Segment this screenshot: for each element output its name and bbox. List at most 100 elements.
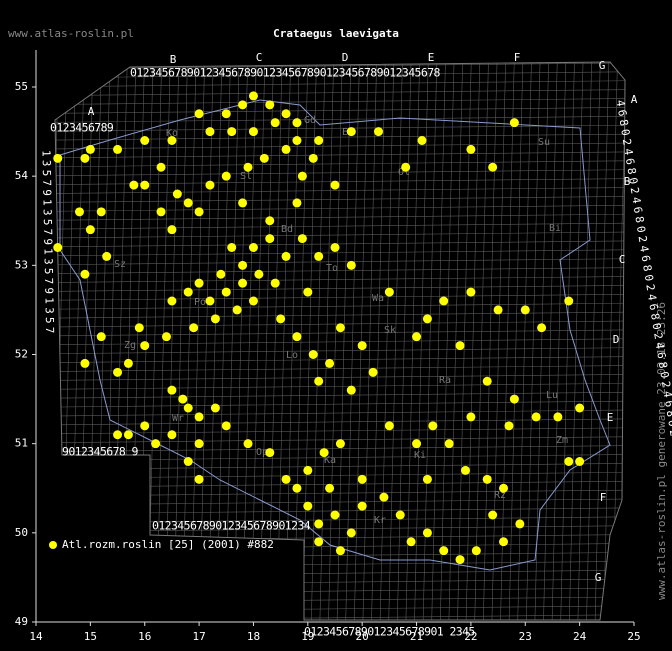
record-dot — [167, 385, 177, 395]
grid-line — [55, 578, 625, 586]
grid-line — [362, 62, 378, 620]
record-dot — [221, 109, 231, 119]
record-dot — [216, 269, 226, 279]
grid-line — [55, 516, 625, 524]
grid-row: 0123456789 — [50, 121, 114, 135]
grid-line — [55, 276, 625, 283]
record-dot — [319, 448, 329, 458]
grid-line — [55, 427, 625, 435]
grid-line — [594, 62, 610, 620]
record-dot — [460, 465, 470, 475]
grid-line — [55, 231, 625, 239]
record-dot — [265, 234, 275, 244]
record-dot — [482, 376, 492, 386]
grid-line — [55, 365, 625, 372]
record-dot — [281, 251, 291, 261]
grid-row: 0123456789012345678901 2345 — [304, 625, 475, 639]
record-dot — [113, 144, 123, 154]
record-dot — [379, 492, 389, 502]
grid-line — [55, 294, 625, 301]
record-dot — [194, 109, 204, 119]
city-label: Op — [256, 447, 268, 458]
record-dot — [346, 385, 356, 395]
record-dot — [156, 162, 166, 172]
x-tick-label: 16 — [138, 630, 151, 643]
x-tick-label: 18 — [247, 630, 260, 643]
grid-letter-right: B — [624, 175, 631, 188]
record-dot — [167, 225, 177, 235]
record-dot — [455, 341, 465, 351]
record-dot — [167, 136, 177, 145]
record-dot — [210, 314, 220, 324]
grid-line — [55, 356, 625, 363]
record-dot — [314, 251, 324, 261]
grid-line — [55, 124, 625, 132]
y-tick-label: 50 — [15, 526, 28, 539]
grid-row: 0123456789012345678901234 — [152, 519, 311, 533]
record-dot — [466, 412, 476, 422]
record-dot — [265, 100, 275, 110]
grid-letter-right: E — [607, 411, 614, 424]
record-dot — [232, 305, 242, 315]
grid-line — [405, 62, 421, 620]
grid-line — [55, 338, 625, 346]
grid-line — [55, 569, 625, 577]
record-dot — [509, 394, 519, 404]
grid-line — [457, 62, 472, 620]
grid-column: 1357913579135791357 — [40, 150, 57, 337]
record-dot — [346, 260, 356, 270]
grid-letter-right: C — [619, 253, 626, 266]
record-dot — [194, 439, 204, 449]
grid-line — [285, 62, 300, 620]
record-dot — [531, 412, 541, 422]
grid-line — [55, 400, 625, 408]
record-dot — [466, 144, 476, 154]
footer: www.atlas-roslin.pl generowane 23.02.18 … — [655, 302, 668, 600]
city-label: Rz — [494, 490, 506, 501]
grid-line — [259, 62, 274, 620]
grid-line — [55, 222, 625, 230]
record-dot — [422, 474, 432, 484]
grid-line — [55, 561, 625, 568]
grid-line — [55, 160, 625, 168]
grid-letter: F — [514, 51, 521, 64]
record-dot — [140, 421, 150, 431]
record-dot — [412, 439, 422, 449]
grid-row: 0123456789012345678901234567890123456789… — [130, 66, 441, 80]
grid-line — [55, 107, 625, 114]
grid-line — [55, 463, 625, 470]
grid-line — [55, 80, 625, 87]
grid-line — [242, 62, 257, 620]
record-dot — [85, 144, 95, 154]
grid-border — [54, 61, 626, 621]
record-dot — [281, 109, 291, 119]
record-dot — [330, 180, 340, 190]
record-dot — [85, 225, 95, 235]
grid-line — [55, 62, 59, 620]
record-dot — [221, 421, 231, 431]
grid-line — [55, 285, 625, 292]
grid-line — [328, 62, 343, 620]
record-dot — [439, 546, 449, 556]
record-dot — [303, 287, 313, 297]
grid-line — [55, 213, 625, 221]
x-tick-label: 20 — [356, 630, 369, 643]
grid-letter: D — [342, 51, 349, 64]
record-dot — [270, 118, 280, 128]
record-dot — [292, 198, 302, 208]
grid-line — [448, 62, 464, 620]
grid-line — [414, 62, 429, 620]
record-dot — [80, 269, 90, 279]
record-dot — [221, 171, 231, 181]
record-dot — [248, 243, 258, 252]
grid-line — [250, 62, 266, 620]
record-dot — [227, 243, 237, 252]
record-dot — [417, 136, 427, 145]
record-dot — [428, 421, 438, 431]
record-dot — [167, 430, 177, 440]
record-dot — [265, 216, 275, 226]
record-dot — [314, 537, 324, 547]
record-dot — [575, 403, 585, 413]
record-dot — [466, 287, 476, 297]
